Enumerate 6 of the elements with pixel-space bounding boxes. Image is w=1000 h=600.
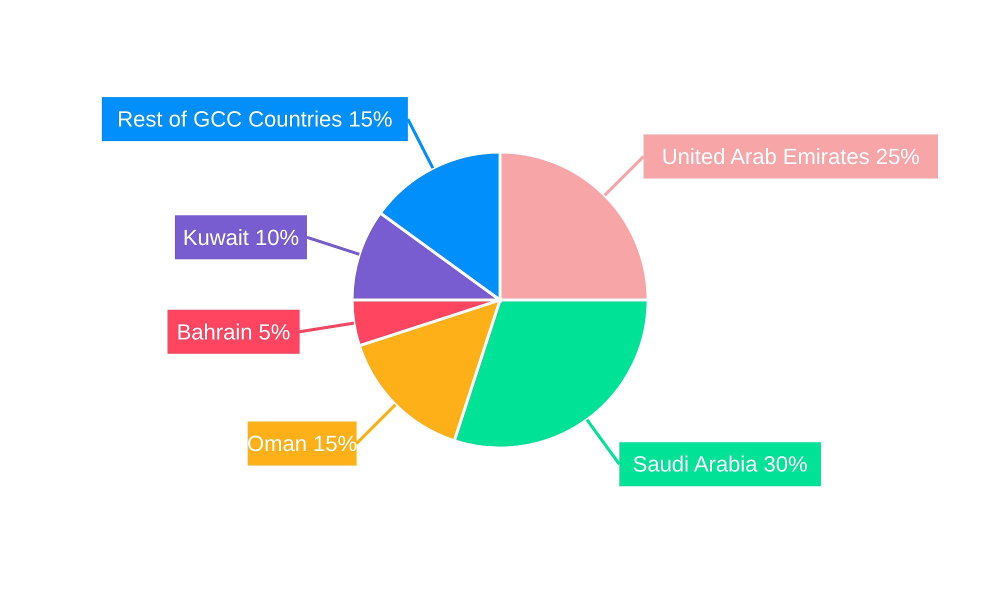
- slice-label: Rest of GCC Countries 15%: [117, 106, 392, 132]
- slice-label: Kuwait 10%: [182, 224, 300, 250]
- slice-label: Bahrain 5%: [176, 319, 290, 344]
- slice-label: Saudi Arabia 30%: [632, 452, 808, 477]
- slice-label: United Arab Emirates 25%: [662, 144, 920, 169]
- slice-label: Oman 15%: [247, 431, 358, 456]
